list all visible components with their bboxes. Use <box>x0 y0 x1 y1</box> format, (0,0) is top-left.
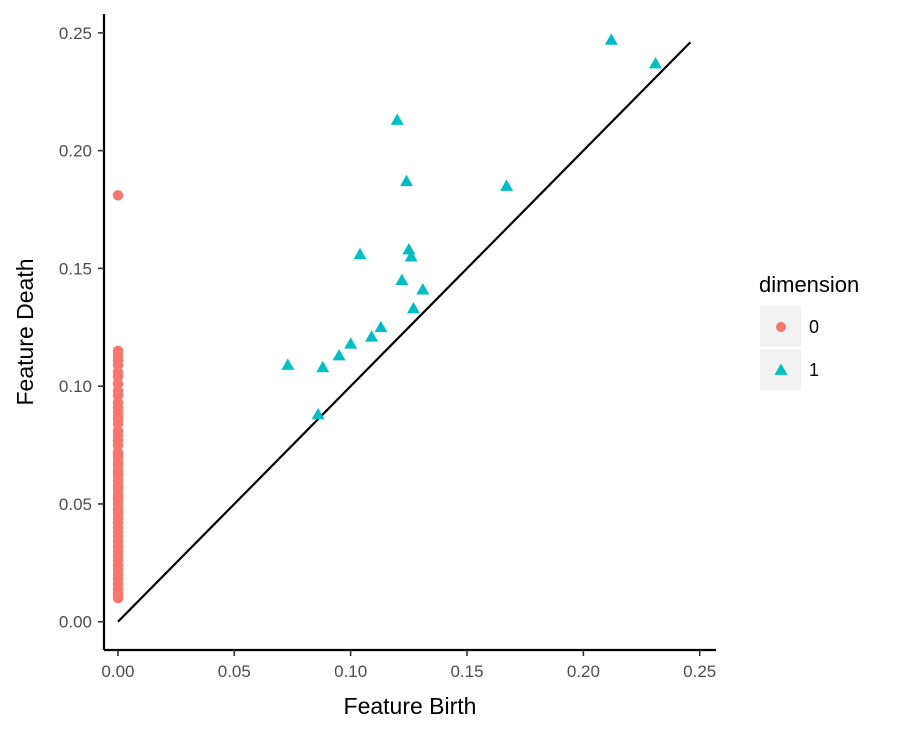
legend-keys <box>774 322 788 375</box>
point-dim-1 <box>402 243 416 255</box>
legend: dimension 0 1 <box>759 272 859 390</box>
points-layer <box>112 33 662 604</box>
point-dim-1 <box>400 174 414 187</box>
point-dim-1 <box>395 273 409 286</box>
point-dim-0 <box>112 592 124 604</box>
x-tick-label: 0.10 <box>334 662 367 681</box>
legend-label-0: 0 <box>809 317 819 337</box>
legend-key-circle <box>776 322 786 332</box>
x-axis-ticks: 0.00 0.05 0.10 0.15 0.20 0.25 <box>101 650 716 681</box>
point-dim-0 <box>112 491 124 503</box>
y-tick-label: 0.00 <box>59 613 92 632</box>
x-tick-label: 0.15 <box>450 662 483 681</box>
point-dim-1 <box>353 247 367 260</box>
point-dim-1 <box>500 179 514 191</box>
point-dim-1 <box>390 113 404 125</box>
y-tick-label: 0.05 <box>59 495 92 514</box>
point-dim-1 <box>648 56 662 69</box>
y-axis-ticks: 0.00 0.05 0.10 0.15 0.20 0.25 <box>59 24 104 632</box>
point-dim-1 <box>332 349 346 361</box>
point-dim-1 <box>316 360 330 373</box>
point-dim-1 <box>604 33 618 45</box>
legend-key-triangle <box>774 363 788 375</box>
point-dim-0 <box>112 411 124 422</box>
x-tick-label: 0.20 <box>567 662 600 681</box>
legend-label-1: 1 <box>809 360 819 380</box>
point-dim-1 <box>404 250 418 262</box>
x-axis-title: Feature Birth <box>344 693 477 719</box>
point-dim-0 <box>112 482 124 493</box>
x-tick-label: 0.25 <box>683 662 716 681</box>
y-axis-title: Feature Death <box>12 258 38 405</box>
point-dim-1 <box>406 301 420 314</box>
y-tick-label: 0.20 <box>59 142 92 161</box>
x-tick-label: 0.00 <box>101 662 134 681</box>
point-dim-1 <box>374 320 388 333</box>
y-tick-label: 0.15 <box>59 259 92 278</box>
point-dim-0 <box>112 505 124 517</box>
point-dim-1 <box>281 358 295 370</box>
point-dim-1 <box>365 330 379 342</box>
point-dim-1 <box>311 407 325 420</box>
y-tick-label: 0.25 <box>59 24 92 43</box>
y-tick-label: 0.10 <box>59 377 92 396</box>
point-dim-0 <box>112 449 124 460</box>
point-dim-0 <box>112 468 124 479</box>
diagonal-line <box>117 41 692 623</box>
point-dim-1 <box>344 337 358 349</box>
point-dim-0 <box>112 190 124 201</box>
x-tick-label: 0.05 <box>218 662 251 681</box>
point-dim-1 <box>416 283 430 295</box>
legend-title: dimension <box>759 272 859 297</box>
diagonal-layer <box>117 41 692 623</box>
point-dim-0 <box>112 458 124 470</box>
